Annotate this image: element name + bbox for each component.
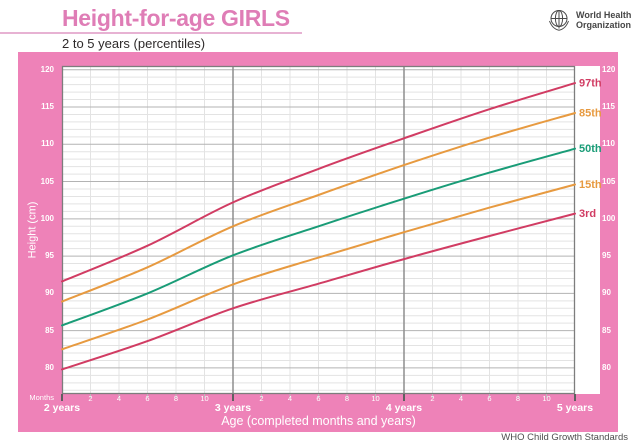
y-tick-left-95: 95	[45, 251, 54, 261]
chart-background: 97th 85th 50th 15th 3rd Height (cm) 80 85 90 95…	[18, 52, 618, 432]
y-tick-right-90: 90	[602, 288, 611, 298]
who-logo-line1: World Health	[576, 9, 632, 20]
month-tick-30: 6	[145, 394, 150, 403]
page-subtitle: 2 to 5 years (percentiles)	[62, 36, 206, 51]
plot-border	[61, 65, 576, 395]
percentile-curve-85th	[61, 112, 576, 303]
y-tick-left-120: 120	[40, 64, 54, 74]
y-tick-left-80: 80	[45, 362, 54, 372]
y-tick-left-85: 85	[45, 325, 54, 335]
month-tick-56: 8	[515, 394, 521, 403]
percentile-curve-3rd	[61, 212, 576, 371]
who-logo-text: World Health Organization	[576, 10, 631, 31]
percentile-label-50th: 50th	[579, 143, 602, 155]
y-tick-left-110: 110	[41, 139, 54, 149]
month-tick-52: 4	[458, 394, 464, 403]
y-tick-right-120: 120	[602, 64, 616, 74]
month-tick-50: 2	[430, 394, 435, 403]
y-tick-left-105: 105	[40, 176, 54, 186]
y-tick-right-100: 100	[602, 213, 616, 223]
footer-text: WHO Child Growth Standards	[501, 432, 628, 443]
y-tick-right-80: 80	[602, 362, 611, 372]
chart-panel: 97th 85th 50th 15th 3rd	[61, 65, 602, 401]
y-axis-title: Height (cm)	[26, 201, 38, 259]
year-label-24: 2 years	[43, 402, 81, 414]
percentile-label-97th: 97th	[579, 78, 602, 90]
page-title: Height-for-age GIRLS	[62, 5, 290, 31]
y-tick-right-105: 105	[602, 176, 616, 186]
x-axis-title: Age (completed months and years)	[221, 414, 416, 428]
month-tick-46: 10	[371, 394, 380, 403]
year-label-60: 5 years	[556, 402, 594, 414]
month-tick-40: 4	[287, 394, 293, 403]
percentile-label-85th: 85th	[579, 107, 602, 119]
title-divider	[0, 32, 302, 34]
month-tick-44: 8	[344, 394, 350, 403]
y-tick-right-115: 115	[602, 102, 615, 111]
y-tick-left-115: 115	[41, 102, 54, 111]
who-logo: World Health Organization	[546, 7, 631, 33]
percentile-label-15th: 15th	[579, 179, 602, 191]
month-tick-42: 6	[316, 394, 321, 403]
year-label-36: 3 years	[214, 402, 252, 414]
month-tick-28: 4	[116, 394, 122, 403]
who-emblem-icon	[549, 10, 569, 31]
percentile-label-3rd: 3rd	[579, 208, 596, 220]
y-axis-title-wrap: Height (cm)	[20, 66, 44, 394]
percentile-curve-15th	[61, 183, 576, 351]
y-tick-right-95: 95	[602, 251, 611, 261]
month-tick-26: 2	[88, 394, 93, 403]
month-tick-38: 2	[259, 394, 264, 403]
y-tick-right-110: 110	[602, 139, 615, 149]
months-axis-label: Months	[29, 393, 54, 402]
month-tick-54: 6	[487, 394, 492, 403]
month-tick-58: 10	[542, 394, 551, 403]
y-tick-right-85: 85	[602, 325, 611, 335]
y-tick-left-100: 100	[40, 213, 54, 223]
percentile-curve-97th	[61, 82, 576, 283]
month-tick-34: 10	[200, 394, 209, 403]
y-tick-left-90: 90	[45, 288, 54, 298]
plot-area: 97th 85th 50th 15th 3rd	[61, 65, 602, 401]
who-logo-line2: Organization	[576, 20, 632, 30]
percentile-curve-50th	[61, 147, 576, 327]
month-tick-32: 8	[173, 394, 179, 403]
year-label-48: 4 years	[385, 402, 423, 414]
